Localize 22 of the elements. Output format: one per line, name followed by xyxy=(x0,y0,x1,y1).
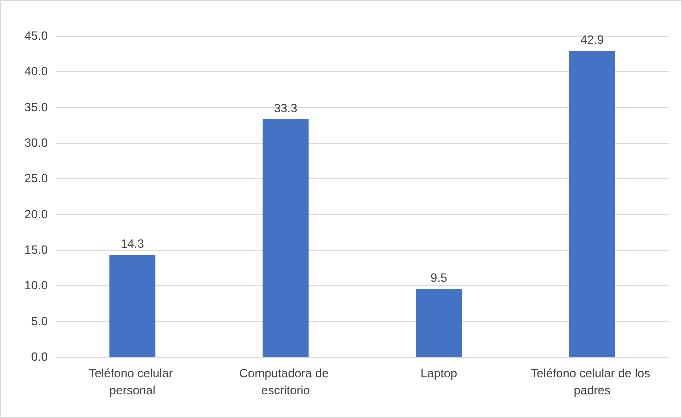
y-tick-label: 40.0 xyxy=(24,64,48,79)
data-label: 9.5 xyxy=(430,271,448,286)
y-tick-label: 30.0 xyxy=(24,136,48,150)
y-tick-label: 10.0 xyxy=(24,278,48,293)
x-tick-label: Teléfono celular de los padres xyxy=(531,366,654,398)
y-tick-label: 20.0 xyxy=(24,207,48,222)
y-tick-label: 0.0 xyxy=(31,350,48,364)
bar xyxy=(569,50,616,357)
y-tick-label: 15.0 xyxy=(24,243,48,257)
y-tick-label: 45.0 xyxy=(24,29,48,43)
x-tick-label: Computadora de escritorio xyxy=(240,366,332,398)
bar xyxy=(262,119,309,357)
y-tick-label: 25.0 xyxy=(24,172,48,186)
data-label: 14.3 xyxy=(120,236,145,251)
y-tick-label: 5.0 xyxy=(31,314,48,328)
bar xyxy=(110,254,156,357)
y-tick-label: 35.0 xyxy=(24,100,48,114)
x-tick-label: Laptop xyxy=(420,366,458,380)
data-label: 42.9 xyxy=(580,32,604,47)
x-tick-label: Teléfono celular personal xyxy=(88,366,176,398)
data-label: 33.3 xyxy=(274,101,298,116)
bar xyxy=(416,289,462,357)
